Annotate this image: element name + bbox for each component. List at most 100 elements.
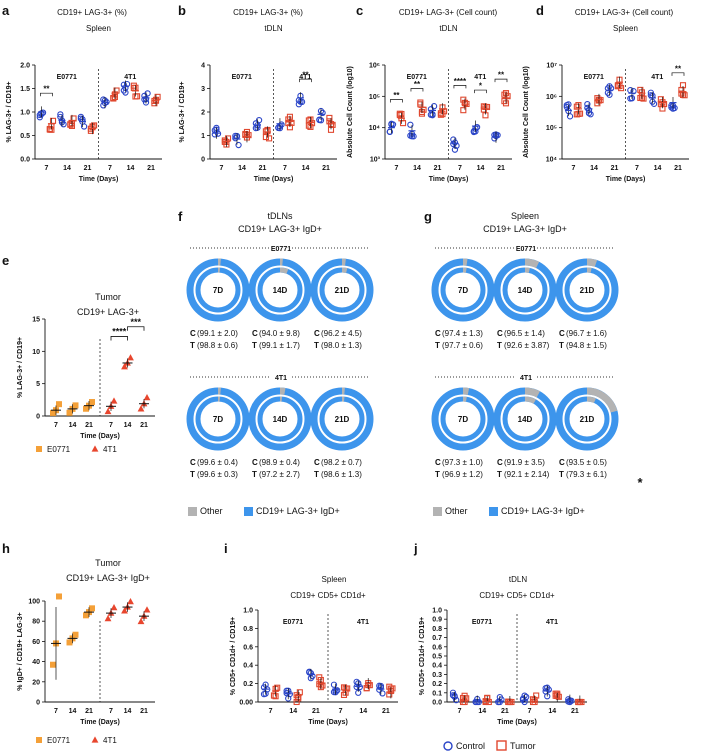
control-value: (99.6 ± 0.4) [197, 458, 238, 467]
donut-other-slice [493, 258, 557, 322]
y-tick-label: 10⁴ [369, 125, 381, 132]
y-axis-label: % CD5+ CD1d+ / CD19+ [230, 617, 237, 695]
group-label: E0771 [516, 246, 536, 253]
x-tick-label: 14 [124, 708, 132, 715]
group-label-bg [515, 242, 537, 252]
panel-letter: c [356, 3, 363, 18]
control-value: (98.9 ± 0.4) [259, 458, 300, 467]
panel-title: Tumor [95, 292, 121, 302]
legend-other-swatch [433, 507, 442, 516]
x-tick-label: 7 [394, 165, 398, 172]
group-label: E0771 [271, 246, 291, 253]
y-tick-label: 5 [36, 381, 40, 388]
donut-separator [194, 395, 242, 443]
x-tick-label: 7 [528, 708, 532, 715]
panel-a: a CD19+ LAG-3+ (%) Spleen 0.0 0.5 1.0 1.5 2.0 % … [2, 3, 162, 183]
tumor-letter: T [497, 470, 502, 479]
control-letter: C [252, 458, 258, 467]
y-tick-label: 10³ [370, 157, 381, 164]
control-value: (96.5 ± 1.4) [504, 329, 545, 338]
panel-letter: b [178, 3, 186, 18]
x-tick-label: 14 [289, 708, 297, 715]
y-tick-label: 0 [201, 157, 205, 164]
x-tick-label: 21 [85, 708, 93, 715]
x-tick-label: 14 [124, 422, 132, 429]
y-tick-label: 0.6 [243, 644, 253, 651]
e0771-point [83, 612, 89, 619]
control-point [36, 114, 43, 121]
e0771-point [36, 737, 42, 743]
control-point [255, 116, 263, 124]
tumor-value: (99.6 ± 0.3) [197, 470, 238, 479]
donut-separator [439, 266, 487, 314]
panel-h: h Tumor CD19+ LAG-3+ IgD+ 0 20 40 60 80 100 % IgD… [2, 541, 155, 745]
tumor-point [504, 93, 511, 100]
tumor-letter: T [252, 341, 257, 350]
group-label: 4T1 [546, 619, 558, 626]
group-label: 4T1 [124, 74, 136, 81]
donut-separator [256, 266, 304, 314]
y-tick-label: 10⁶ [369, 63, 380, 70]
control-point [144, 90, 151, 97]
tumor-letter: T [435, 470, 440, 479]
donut-separator [439, 395, 487, 443]
donut-day-label: 7D [458, 415, 468, 424]
significance-bracket [474, 89, 487, 94]
y-axis-label: % CD5+ CD1d+ / CD19+ [419, 617, 426, 695]
control-point [235, 141, 242, 149]
x-tick-label: 14 [69, 422, 77, 429]
group-label: E0771 [232, 74, 252, 81]
y-tick-label: 0.3 [432, 672, 442, 679]
donut-other-slice [310, 258, 374, 322]
group-label: 4T1 [357, 619, 369, 626]
panel-letter: e [2, 253, 9, 268]
tumor-point [657, 101, 664, 108]
y-tick-label: 0.8 [243, 626, 253, 633]
y-tick-label: 4 [201, 63, 205, 70]
e0771-point [36, 446, 42, 452]
e0771-point [72, 631, 79, 638]
x-tick-label: 14 [359, 708, 367, 715]
y-tick-label: 10⁵ [369, 94, 380, 101]
y-tick-label: 0.00 [239, 700, 253, 707]
x-axis-label: Time (Days) [79, 176, 119, 183]
donut-separator [256, 395, 304, 443]
donut-inner-other [319, 267, 365, 313]
panel-subtitle: CD19+ LAG-3+ IgD+ [238, 224, 322, 234]
x-tick-label: 14 [63, 165, 71, 172]
bottom-legend: Control Tumor [443, 740, 536, 751]
tumor-letter: T [559, 470, 564, 479]
donut-day-label: 14D [273, 286, 288, 295]
y-tick-label: 100 [28, 599, 40, 606]
y-tick-label: 0.9 [432, 617, 442, 624]
t41-point [127, 598, 134, 605]
significance-label: ** [498, 71, 505, 80]
panel-d: d CD19+ LAG-3+ (Cell count) Spleen 10⁴ 10⁵ 10… [523, 3, 689, 183]
donut-inner-other [195, 267, 241, 313]
y-axis-label: Absolute Cell Count (log10) [347, 66, 354, 158]
donut-day-label: 7D [458, 286, 468, 295]
control-point [647, 89, 655, 96]
control-point [407, 121, 414, 128]
group-label-bg [270, 371, 292, 381]
legend-main-swatch [489, 507, 498, 516]
x-tick-label: 7 [54, 708, 58, 715]
t41-point [137, 405, 145, 412]
donut-day-label: 21D [335, 286, 350, 295]
control-point [260, 684, 268, 691]
x-tick-label: 14 [548, 708, 556, 715]
panel-subtitle: tDLN [264, 24, 282, 33]
donut-day-label: 21D [580, 286, 595, 295]
donut-inner-other [502, 396, 548, 442]
y-tick-label: 0.1 [432, 690, 442, 697]
y-tick-label: 1.0 [243, 608, 253, 615]
y-tick-label: 2 [201, 110, 205, 117]
tumor-letter: T [435, 341, 440, 350]
tumor-point [501, 91, 508, 98]
y-axis-label: % LAG-3+ / CD19+ [17, 337, 24, 398]
group-label: E0771 [472, 619, 492, 626]
group-label: E0771 [407, 74, 427, 81]
donut-day-label: 14D [518, 415, 533, 424]
